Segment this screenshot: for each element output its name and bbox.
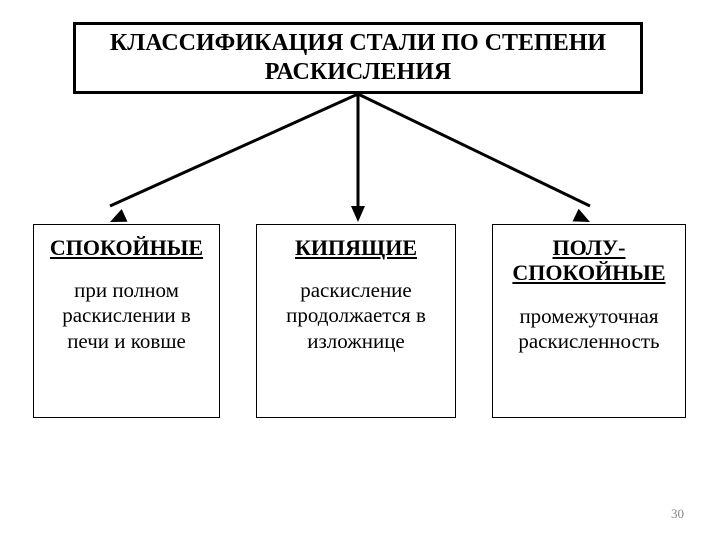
category-box-3: ПОЛУ-СПОКОЙНЫЕ промежуточная раскисленно… <box>492 224 686 418</box>
category-desc-2: раскисление продолжается в изложнице <box>263 278 449 354</box>
category-title-3: ПОЛУ-СПОКОЙНЫЕ <box>499 235 679 286</box>
page-number: 30 <box>671 506 684 522</box>
diagram-title: КЛАССИФИКАЦИЯ СТАЛИ ПО СТЕПЕНИ РАСКИСЛЕН… <box>76 29 640 87</box>
category-box-2: КИПЯЩИЕ раскисление продолжается в излож… <box>256 224 456 418</box>
category-title-2: КИПЯЩИЕ <box>263 235 449 260</box>
category-box-1: СПОКОЙНЫЕ при полном раскислении в печи … <box>33 224 220 418</box>
category-desc-3: промежуточная раскисленность <box>499 304 679 354</box>
title-box: КЛАССИФИКАЦИЯ СТАЛИ ПО СТЕПЕНИ РАСКИСЛЕН… <box>73 22 643 94</box>
category-desc-1: при полном раскислении в печи и ковше <box>40 278 213 354</box>
category-title-1: СПОКОЙНЫЕ <box>40 235 213 260</box>
